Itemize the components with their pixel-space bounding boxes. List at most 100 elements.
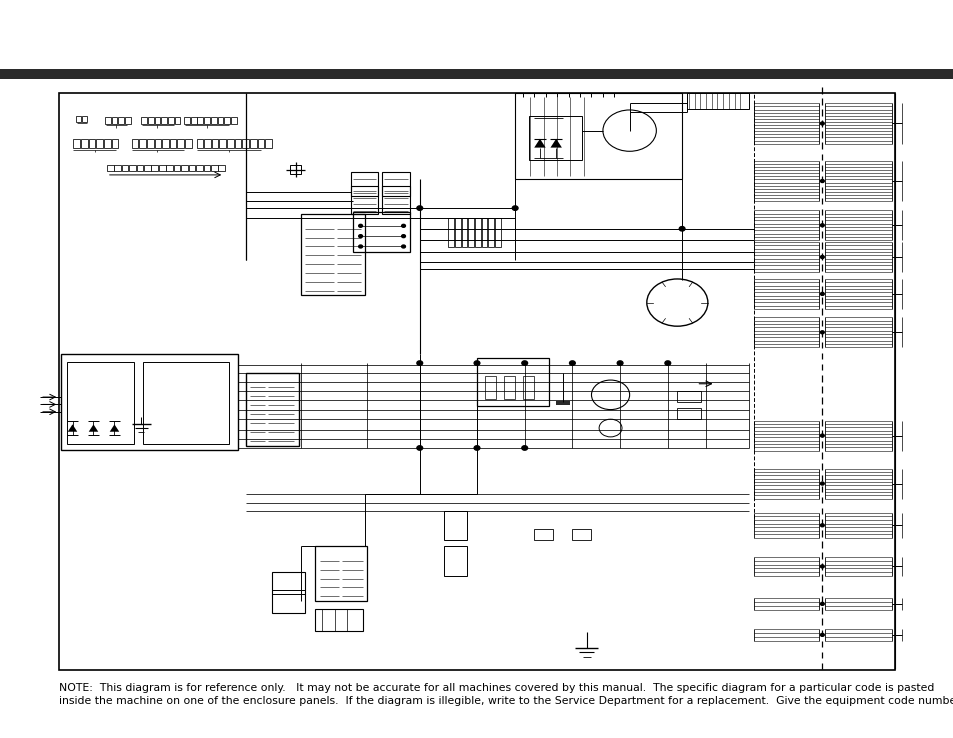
Bar: [351, 186, 377, 214]
Bar: [196, 165, 203, 171]
Bar: [154, 139, 161, 148]
Bar: [481, 218, 487, 247]
Bar: [246, 373, 298, 446]
Circle shape: [820, 524, 823, 527]
Bar: [381, 172, 410, 196]
Bar: [203, 165, 210, 171]
Circle shape: [401, 245, 405, 248]
Bar: [300, 214, 365, 295]
Bar: [488, 218, 494, 247]
Bar: [686, 93, 748, 109]
Circle shape: [820, 224, 823, 227]
Polygon shape: [68, 424, 77, 432]
Bar: [181, 165, 188, 171]
Bar: [166, 165, 172, 171]
Bar: [353, 212, 410, 252]
Bar: [495, 218, 500, 247]
Bar: [129, 165, 135, 171]
Bar: [448, 218, 454, 247]
Bar: [219, 139, 226, 148]
Bar: [351, 172, 377, 196]
Bar: [132, 139, 138, 148]
Circle shape: [820, 255, 823, 258]
Bar: [161, 117, 167, 124]
Bar: [204, 117, 210, 124]
Circle shape: [820, 565, 823, 568]
Bar: [455, 218, 460, 247]
Circle shape: [416, 446, 422, 450]
Circle shape: [664, 361, 670, 365]
Bar: [211, 117, 216, 124]
Circle shape: [358, 245, 362, 248]
Bar: [443, 546, 467, 576]
Bar: [484, 376, 496, 399]
Bar: [144, 165, 151, 171]
Bar: [242, 139, 249, 148]
Bar: [170, 139, 176, 148]
Bar: [572, 529, 591, 540]
Circle shape: [820, 122, 823, 125]
Bar: [143, 362, 229, 444]
Bar: [162, 139, 169, 148]
Bar: [67, 362, 133, 444]
Circle shape: [474, 361, 479, 365]
Bar: [468, 218, 474, 247]
Bar: [107, 165, 113, 171]
Bar: [212, 139, 218, 148]
Circle shape: [617, 361, 622, 365]
Bar: [168, 117, 173, 124]
Bar: [314, 609, 362, 631]
Bar: [148, 117, 153, 124]
Bar: [231, 117, 236, 124]
Polygon shape: [89, 424, 98, 432]
Bar: [476, 358, 548, 406]
Bar: [197, 117, 203, 124]
Circle shape: [820, 602, 823, 605]
Circle shape: [521, 361, 527, 365]
Bar: [224, 117, 230, 124]
Bar: [515, 93, 681, 179]
Bar: [174, 117, 180, 124]
Bar: [184, 117, 190, 124]
Bar: [59, 93, 894, 670]
Bar: [118, 117, 124, 124]
Circle shape: [512, 206, 517, 210]
Bar: [677, 391, 700, 402]
Bar: [141, 117, 147, 124]
Circle shape: [474, 446, 479, 450]
Bar: [136, 165, 143, 171]
Bar: [76, 116, 81, 122]
Bar: [461, 218, 467, 247]
Bar: [534, 529, 553, 540]
Bar: [272, 572, 305, 613]
Circle shape: [521, 446, 527, 450]
Circle shape: [820, 434, 823, 437]
Text: NOTE:  This diagram is for reference only.   It may not be accurate for all mach: NOTE: This diagram is for reference only…: [59, 683, 934, 693]
Bar: [227, 139, 233, 148]
Circle shape: [358, 235, 362, 238]
Bar: [177, 139, 184, 148]
Circle shape: [416, 206, 422, 210]
Bar: [677, 408, 700, 419]
Bar: [0, 69, 953, 79]
Bar: [257, 139, 264, 148]
Bar: [139, 139, 146, 148]
Bar: [475, 218, 480, 247]
Bar: [96, 139, 103, 148]
Bar: [443, 511, 467, 540]
Circle shape: [820, 179, 823, 182]
Circle shape: [401, 235, 405, 238]
Polygon shape: [534, 139, 545, 148]
Bar: [217, 117, 223, 124]
Circle shape: [569, 361, 575, 365]
Bar: [265, 139, 272, 148]
Circle shape: [820, 331, 823, 334]
Polygon shape: [110, 424, 119, 432]
Bar: [173, 165, 180, 171]
Bar: [122, 165, 129, 171]
Circle shape: [401, 224, 405, 227]
Bar: [185, 139, 192, 148]
Circle shape: [820, 292, 823, 295]
Circle shape: [416, 361, 422, 365]
Bar: [522, 376, 534, 399]
